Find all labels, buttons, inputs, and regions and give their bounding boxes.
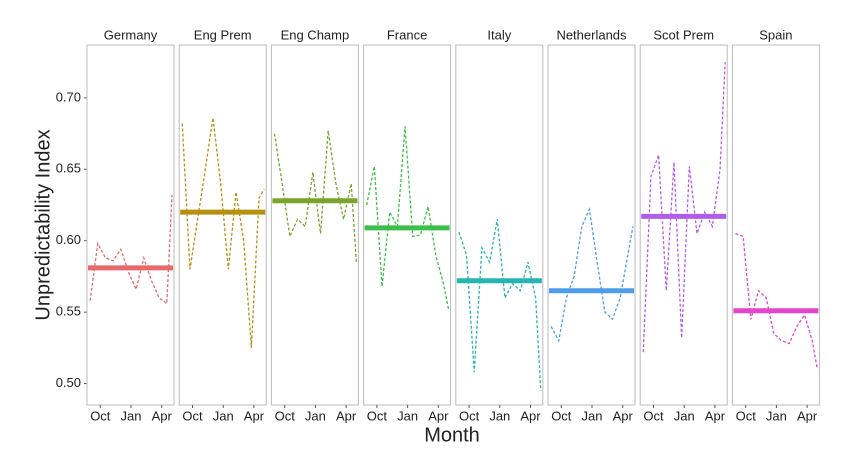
x-tick-label: Jan [489,408,510,423]
x-tick-label: Oct [551,408,572,423]
x-tick-label: Jan [766,408,787,423]
panel [178,44,267,406]
x-tick-label: Jan [397,408,418,423]
data-line [89,194,173,305]
x-tick-label: Oct [736,408,757,423]
x-tick-label: Apr [705,408,726,423]
x-tick-label: Apr [520,408,541,423]
x-tick-label: Jan [582,408,603,423]
y-tick-label: 0.65 [56,161,81,176]
panel [270,44,359,406]
data-line [458,219,542,391]
x-tick-label: Jan [674,408,695,423]
x-tick-label: Jan [121,408,142,423]
panel [639,44,728,406]
x-tick-label: Apr [152,408,173,423]
x-tick-label: Oct [367,408,388,423]
x-tick-label: Oct [182,408,203,423]
x-tick-label: Oct [275,408,296,423]
x-tick-label: Apr [613,408,634,423]
strip-label: Germany [104,27,158,42]
strip-label: Eng Prem [194,27,252,42]
y-tick-label: 0.50 [56,375,81,390]
x-tick-label: Jan [305,408,326,423]
y-tick-label: 0.55 [56,304,81,319]
data-line [735,232,818,370]
y-tick-label: 0.60 [56,232,81,247]
panel [455,44,544,406]
panel [86,44,175,406]
y-axis-title: Unpredictability Index [32,129,54,320]
data-line [366,126,450,310]
y-tick-label: 0.70 [56,89,81,104]
x-tick-label: Oct [90,408,111,423]
strip-label: Scot Prem [653,27,714,42]
strip-label: Italy [487,27,511,42]
data-line [273,130,358,263]
strip-label: France [387,27,427,42]
x-tick-label: Oct [459,408,480,423]
x-tick-label: Apr [336,408,357,423]
x-axis-title: Month [424,424,480,446]
data-line [181,117,265,348]
x-tick-label: Oct [643,408,664,423]
x-tick-label: Apr [797,408,818,423]
x-tick-label: Apr [428,408,449,423]
strip-label: Netherlands [556,27,627,42]
strip-label: Spain [759,27,792,42]
x-tick-label: Apr [244,408,265,423]
panel [363,44,452,406]
x-tick-label: Jan [213,408,234,423]
panel [731,44,820,406]
strip-label: Eng Champ [281,27,350,42]
